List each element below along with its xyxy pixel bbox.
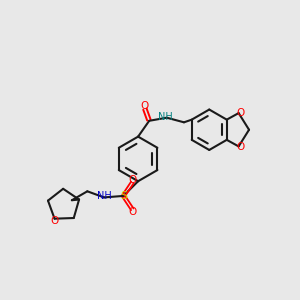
Text: S: S [120,191,127,201]
Text: O: O [128,175,136,184]
Text: O: O [236,142,244,152]
Text: O: O [50,216,59,226]
Text: O: O [128,207,136,217]
Text: O: O [140,101,149,111]
Text: O: O [236,107,244,118]
Text: NH: NH [158,112,173,122]
Text: NH: NH [97,191,112,201]
